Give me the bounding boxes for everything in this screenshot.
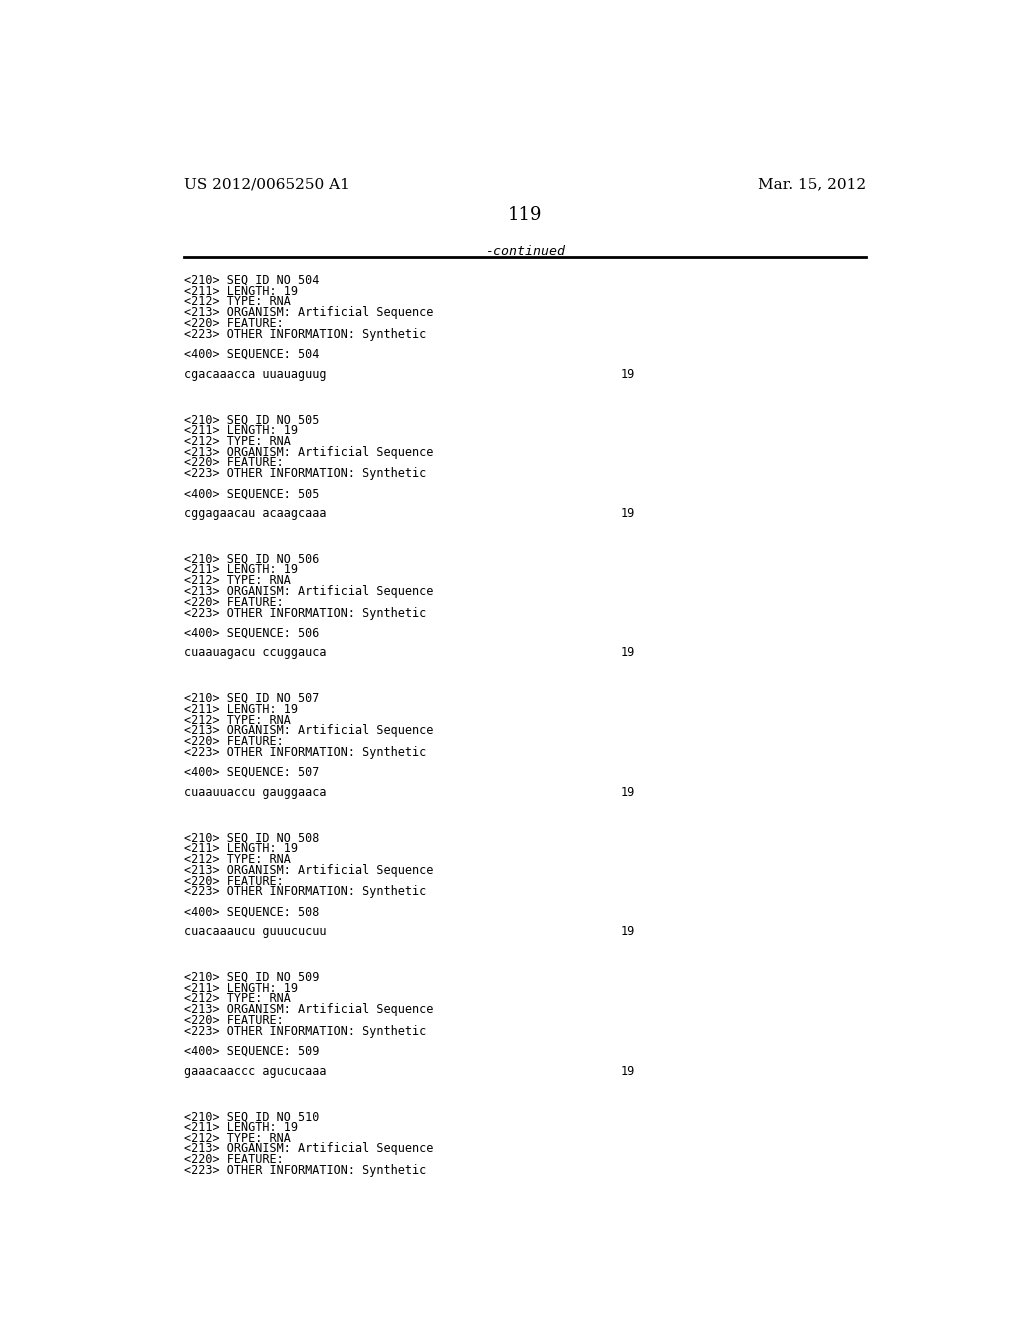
Text: <211> LENGTH: 19: <211> LENGTH: 19 bbox=[183, 424, 298, 437]
Text: <210> SEQ ID NO 506: <210> SEQ ID NO 506 bbox=[183, 553, 319, 566]
Text: <213> ORGANISM: Artificial Sequence: <213> ORGANISM: Artificial Sequence bbox=[183, 306, 433, 319]
Text: <213> ORGANISM: Artificial Sequence: <213> ORGANISM: Artificial Sequence bbox=[183, 1143, 433, 1155]
Text: 19: 19 bbox=[621, 785, 635, 799]
Text: <223> OTHER INFORMATION: Synthetic: <223> OTHER INFORMATION: Synthetic bbox=[183, 746, 426, 759]
Text: <213> ORGANISM: Artificial Sequence: <213> ORGANISM: Artificial Sequence bbox=[183, 725, 433, 738]
Text: <211> LENGTH: 19: <211> LENGTH: 19 bbox=[183, 982, 298, 994]
Text: cuaauuaccu gauggaaca: cuaauuaccu gauggaaca bbox=[183, 785, 327, 799]
Text: <220> FEATURE:: <220> FEATURE: bbox=[183, 875, 284, 887]
Text: 19: 19 bbox=[621, 507, 635, 520]
Text: <213> ORGANISM: Artificial Sequence: <213> ORGANISM: Artificial Sequence bbox=[183, 1003, 433, 1016]
Text: <223> OTHER INFORMATION: Synthetic: <223> OTHER INFORMATION: Synthetic bbox=[183, 607, 426, 619]
Text: cgacaaacca uuauaguug: cgacaaacca uuauaguug bbox=[183, 368, 327, 380]
Text: <223> OTHER INFORMATION: Synthetic: <223> OTHER INFORMATION: Synthetic bbox=[183, 1164, 426, 1177]
Text: 19: 19 bbox=[621, 925, 635, 939]
Text: <210> SEQ ID NO 509: <210> SEQ ID NO 509 bbox=[183, 970, 319, 983]
Text: <223> OTHER INFORMATION: Synthetic: <223> OTHER INFORMATION: Synthetic bbox=[183, 886, 426, 899]
Text: <211> LENGTH: 19: <211> LENGTH: 19 bbox=[183, 285, 298, 298]
Text: <211> LENGTH: 19: <211> LENGTH: 19 bbox=[183, 564, 298, 577]
Text: -continued: -continued bbox=[484, 246, 565, 259]
Text: <211> LENGTH: 19: <211> LENGTH: 19 bbox=[183, 842, 298, 855]
Text: <210> SEQ ID NO 510: <210> SEQ ID NO 510 bbox=[183, 1110, 319, 1123]
Text: <223> OTHER INFORMATION: Synthetic: <223> OTHER INFORMATION: Synthetic bbox=[183, 327, 426, 341]
Text: <212> TYPE: RNA: <212> TYPE: RNA bbox=[183, 993, 291, 1006]
Text: 19: 19 bbox=[621, 647, 635, 660]
Text: Mar. 15, 2012: Mar. 15, 2012 bbox=[758, 178, 866, 191]
Text: <213> ORGANISM: Artificial Sequence: <213> ORGANISM: Artificial Sequence bbox=[183, 585, 433, 598]
Text: <211> LENGTH: 19: <211> LENGTH: 19 bbox=[183, 702, 298, 715]
Text: 19: 19 bbox=[621, 1064, 635, 1077]
Text: <223> OTHER INFORMATION: Synthetic: <223> OTHER INFORMATION: Synthetic bbox=[183, 467, 426, 480]
Text: <212> TYPE: RNA: <212> TYPE: RNA bbox=[183, 853, 291, 866]
Text: <211> LENGTH: 19: <211> LENGTH: 19 bbox=[183, 1121, 298, 1134]
Text: US 2012/0065250 A1: US 2012/0065250 A1 bbox=[183, 178, 349, 191]
Text: <220> FEATURE:: <220> FEATURE: bbox=[183, 735, 284, 748]
Text: 119: 119 bbox=[508, 206, 542, 224]
Text: cggagaacau acaagcaaa: cggagaacau acaagcaaa bbox=[183, 507, 327, 520]
Text: <400> SEQUENCE: 509: <400> SEQUENCE: 509 bbox=[183, 1044, 319, 1057]
Text: <220> FEATURE:: <220> FEATURE: bbox=[183, 595, 284, 609]
Text: <220> FEATURE:: <220> FEATURE: bbox=[183, 1154, 284, 1167]
Text: <212> TYPE: RNA: <212> TYPE: RNA bbox=[183, 714, 291, 726]
Text: <213> ORGANISM: Artificial Sequence: <213> ORGANISM: Artificial Sequence bbox=[183, 863, 433, 876]
Text: <400> SEQUENCE: 505: <400> SEQUENCE: 505 bbox=[183, 487, 319, 500]
Text: <400> SEQUENCE: 508: <400> SEQUENCE: 508 bbox=[183, 906, 319, 919]
Text: gaaacaaccc agucucaaa: gaaacaaccc agucucaaa bbox=[183, 1064, 327, 1077]
Text: <220> FEATURE:: <220> FEATURE: bbox=[183, 457, 284, 470]
Text: <400> SEQUENCE: 504: <400> SEQUENCE: 504 bbox=[183, 347, 319, 360]
Text: <213> ORGANISM: Artificial Sequence: <213> ORGANISM: Artificial Sequence bbox=[183, 446, 433, 458]
Text: <212> TYPE: RNA: <212> TYPE: RNA bbox=[183, 1131, 291, 1144]
Text: <220> FEATURE:: <220> FEATURE: bbox=[183, 317, 284, 330]
Text: <220> FEATURE:: <220> FEATURE: bbox=[183, 1014, 284, 1027]
Text: <210> SEQ ID NO 507: <210> SEQ ID NO 507 bbox=[183, 692, 319, 705]
Text: <212> TYPE: RNA: <212> TYPE: RNA bbox=[183, 296, 291, 309]
Text: <212> TYPE: RNA: <212> TYPE: RNA bbox=[183, 574, 291, 587]
Text: <210> SEQ ID NO 508: <210> SEQ ID NO 508 bbox=[183, 832, 319, 845]
Text: <400> SEQUENCE: 506: <400> SEQUENCE: 506 bbox=[183, 627, 319, 639]
Text: 19: 19 bbox=[621, 368, 635, 380]
Text: <400> SEQUENCE: 507: <400> SEQUENCE: 507 bbox=[183, 766, 319, 779]
Text: <223> OTHER INFORMATION: Synthetic: <223> OTHER INFORMATION: Synthetic bbox=[183, 1024, 426, 1038]
Text: cuaauagacu ccuggauca: cuaauagacu ccuggauca bbox=[183, 647, 327, 660]
Text: <210> SEQ ID NO 504: <210> SEQ ID NO 504 bbox=[183, 275, 319, 286]
Text: <212> TYPE: RNA: <212> TYPE: RNA bbox=[183, 434, 291, 447]
Text: <210> SEQ ID NO 505: <210> SEQ ID NO 505 bbox=[183, 413, 319, 426]
Text: cuacaaaucu guuucucuu: cuacaaaucu guuucucuu bbox=[183, 925, 327, 939]
